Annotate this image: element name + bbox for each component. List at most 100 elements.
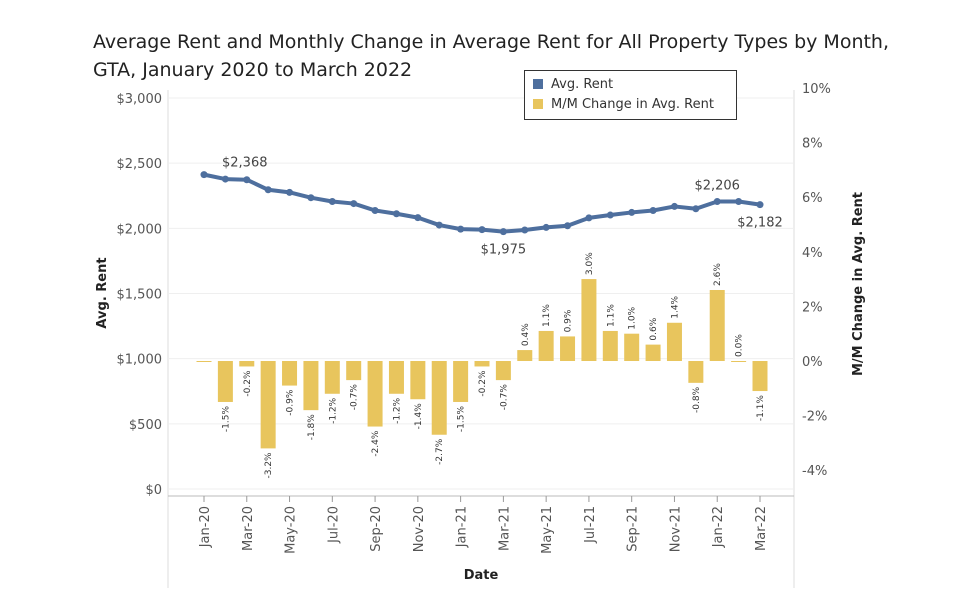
bar-data-label: -1.1% [756, 395, 766, 422]
bar-mm-change [581, 279, 597, 361]
point-avg-rent [499, 228, 507, 236]
left-tick-label: $3,000 [117, 92, 163, 107]
avg-rent-data-label: $2,206 [694, 178, 740, 193]
bar-data-label: 1.1% [542, 304, 552, 327]
bar-data-label: 0.6% [649, 317, 659, 340]
point-avg-rent [392, 210, 400, 218]
left-tick-label: $0 [145, 483, 162, 498]
bar-mm-change [196, 361, 212, 362]
bar-mm-change [666, 322, 682, 361]
right-tick-label: 10% [802, 82, 831, 97]
x-tick-label: Mar-20 [241, 506, 256, 551]
bar-mm-change [303, 361, 319, 411]
bar-data-label: -0.8% [692, 386, 702, 413]
avg-rent-data-label: $2,368 [222, 156, 268, 171]
legend-item-avg-rent: Avg. Rent [533, 75, 613, 93]
bar-mm-change [688, 361, 704, 383]
bar-mm-change [260, 361, 276, 449]
bar-data-label: 0.4% [521, 323, 531, 346]
point-avg-rent [649, 206, 657, 214]
legend-swatch-avg-rent [533, 79, 543, 89]
left-tick-label: $2,000 [117, 222, 163, 237]
bar-mm-change [367, 361, 383, 427]
x-tick-label: Jan-22 [711, 506, 726, 548]
right-tick-label: 8% [802, 137, 823, 152]
bar-mm-change [495, 361, 511, 381]
chart-title-line-1: Average Rent and Monthly Change in Avera… [93, 31, 890, 53]
point-avg-rent [670, 202, 678, 210]
bar-mm-change [431, 361, 447, 435]
bar-mm-change [624, 333, 640, 361]
chart-legend: Avg. Rent M/M Change in Avg. Rent [524, 70, 737, 120]
point-avg-rent [200, 171, 208, 179]
bar-mm-change [410, 361, 426, 400]
right-tick-label: 2% [802, 300, 823, 315]
x-tick-label: Mar-22 [754, 506, 769, 551]
point-avg-rent [756, 201, 764, 209]
series-line-avg-rent [202, 172, 762, 234]
bar-mm-change [346, 361, 362, 381]
point-avg-rent [371, 206, 379, 214]
bar-data-label: -1.2% [392, 397, 402, 424]
point-avg-rent [414, 214, 422, 222]
point-avg-rent [713, 197, 721, 205]
bar-mm-change [517, 350, 533, 361]
bar-data-label: -0.2% [243, 370, 253, 397]
bar-data-label: -2.7% [435, 438, 445, 465]
bar-data-label: 1.1% [606, 304, 616, 327]
point-avg-rent [435, 221, 443, 229]
bar-data-label: -0.7% [350, 384, 360, 411]
point-avg-rent [628, 208, 636, 216]
left-tick-label: $1,000 [117, 353, 163, 368]
bar-mm-change [474, 361, 490, 367]
bar-data-label: -1.4% [414, 403, 424, 430]
point-avg-rent [328, 197, 336, 205]
point-avg-rent [521, 226, 529, 234]
point-avg-rent [350, 200, 358, 208]
point-avg-rent [307, 194, 315, 202]
right-tick-label: 4% [802, 246, 823, 261]
bar-data-label: 3.0% [585, 252, 595, 275]
bar-data-label: 1.0% [628, 306, 638, 329]
x-tick-label: Sep-21 [626, 506, 641, 552]
legend-item-mm-change: M/M Change in Avg. Rent [533, 95, 714, 113]
legend-swatch-mm-change [533, 99, 543, 109]
point-avg-rent [735, 197, 743, 205]
x-tick-label: Mar-21 [497, 506, 512, 551]
bar-mm-change [709, 289, 725, 361]
bar-mm-change [453, 361, 469, 402]
left-tick-label: $500 [129, 418, 162, 433]
point-avg-rent [457, 225, 465, 233]
left-tick-label: $2,500 [117, 157, 163, 172]
bar-mm-change [388, 361, 404, 394]
bar-data-label: -0.9% [286, 389, 296, 416]
legend-label-mm-change: M/M Change in Avg. Rent [551, 96, 714, 112]
bar-data-label: 2.6% [713, 263, 723, 286]
bar-data-label: -2.4% [371, 430, 381, 457]
bar-mm-change [217, 361, 233, 402]
point-avg-rent [286, 188, 294, 196]
point-avg-rent [564, 222, 572, 230]
point-avg-rent [264, 186, 272, 194]
bar-data-label: -3.2% [264, 452, 274, 479]
left-tick-label: $1,500 [117, 288, 163, 303]
bar-mm-change [282, 361, 298, 386]
bar-data-label: 0.0% [735, 334, 745, 357]
x-tick-label: Nov-20 [412, 506, 427, 552]
bar-data-label: -1.2% [328, 397, 338, 424]
point-avg-rent [585, 214, 593, 222]
point-avg-rent [221, 175, 229, 183]
bar-data-label: -0.7% [499, 384, 509, 411]
bar-data-label: -0.2% [478, 370, 488, 397]
right-tick-label: 0% [802, 355, 823, 370]
avg-rent-data-label: $1,975 [481, 243, 527, 258]
chart-title: Average Rent and Monthly Change in Avera… [93, 28, 953, 84]
x-tick-label: Nov-21 [668, 506, 683, 552]
bar-mm-change [239, 361, 255, 367]
right-tick-label: 6% [802, 191, 823, 206]
avg-rent-data-label: $2,182 [737, 216, 783, 231]
x-tick-label: Sep-20 [369, 506, 384, 552]
bar-data-label: -1.5% [221, 406, 231, 433]
chart-title-line-2: GTA, January 2020 to March 2022 [93, 59, 413, 81]
